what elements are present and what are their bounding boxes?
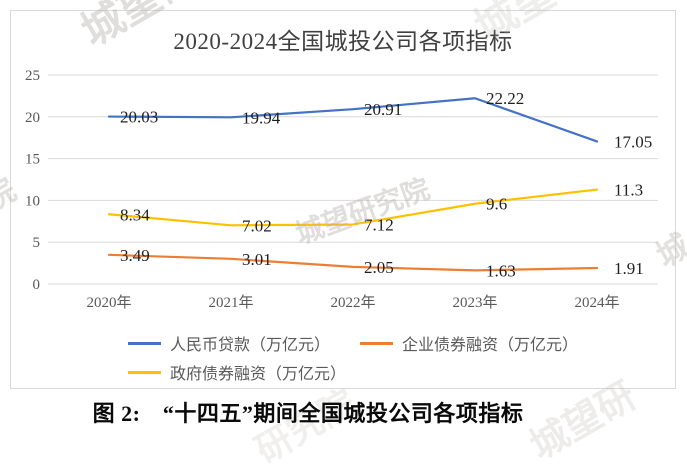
data-label: 3.49: [120, 246, 150, 265]
x-axis-tick-label: 2022年: [330, 294, 375, 311]
data-label: 7.12: [364, 215, 394, 234]
data-label: 8.34: [120, 205, 150, 224]
y-axis-tick-label: 20: [25, 110, 40, 126]
data-label: 22.22: [486, 89, 524, 108]
legend-line-swatch-icon: [128, 341, 161, 345]
chart-title: 2020-2024全国城投公司各项指标: [173, 29, 513, 54]
data-label: 2.05: [364, 258, 394, 277]
legend-item-government-bonds: 政府债券融资（万亿元）: [128, 360, 346, 384]
data-label: 7.02: [242, 216, 272, 235]
data-label: 17.05: [614, 132, 652, 151]
x-axis-tick-label: 2021年: [208, 294, 253, 311]
legend-label: 企业债券融资（万亿元）: [402, 337, 579, 354]
legend-item-corporate-bonds: 企业债券融资（万亿元）: [360, 331, 578, 355]
legend-item-rmb-loans: 人民币贷款（万亿元）: [128, 331, 330, 355]
data-label: 9.6: [486, 195, 507, 214]
x-axis-tick-label: 2024年: [574, 294, 619, 311]
data-label: 1.63: [486, 261, 516, 280]
series-line-2: [107, 188, 599, 227]
legend-label: 政府债券融资（万亿元）: [170, 366, 347, 383]
y-axis-tick-label: 25: [25, 68, 40, 84]
y-axis-tick-label: 10: [25, 193, 40, 209]
data-label: 19.94: [242, 108, 281, 127]
y-axis-tick-label: 0: [33, 277, 41, 293]
data-label: 20.91: [364, 100, 402, 119]
y-axis-tick-label: 15: [25, 152, 40, 168]
x-axis-tick-label: 2020年: [86, 294, 131, 311]
data-label: 11.3: [614, 181, 643, 200]
chart-legend: 人民币贷款（万亿元） 企业债券融资（万亿元） 政府债券融资（万亿元）: [128, 331, 578, 384]
data-label: 3.01: [242, 250, 272, 269]
data-label: 1.91: [614, 259, 644, 278]
line-chart: 0 5 10 15 20 25 2020年 2021年 2022年 2023年 2024年 20.03…: [25, 68, 658, 311]
legend-line-swatch-icon: [128, 370, 161, 374]
series-line-0: [107, 97, 599, 143]
legend-label: 人民币贷款（万亿元）: [170, 337, 331, 354]
legend-row: 政府债券融资（万亿元）: [128, 360, 578, 384]
figure-caption: 图 2: “十四五”期间全国城投公司各项指标: [92, 401, 524, 426]
legend-row: 人民币贷款（万亿元） 企业债券融资（万亿元）: [128, 331, 578, 355]
data-label: 20.03: [120, 108, 158, 127]
chart-container: 2020-2024全国城投公司各项指标 0 5 10 15 20 25 2020年 2021年…: [10, 10, 676, 389]
y-axis-tick-label: 5: [33, 235, 41, 251]
series-line-1: [107, 253, 599, 272]
legend-line-swatch-icon: [360, 341, 394, 345]
x-axis-tick-label: 2023年: [452, 294, 497, 311]
